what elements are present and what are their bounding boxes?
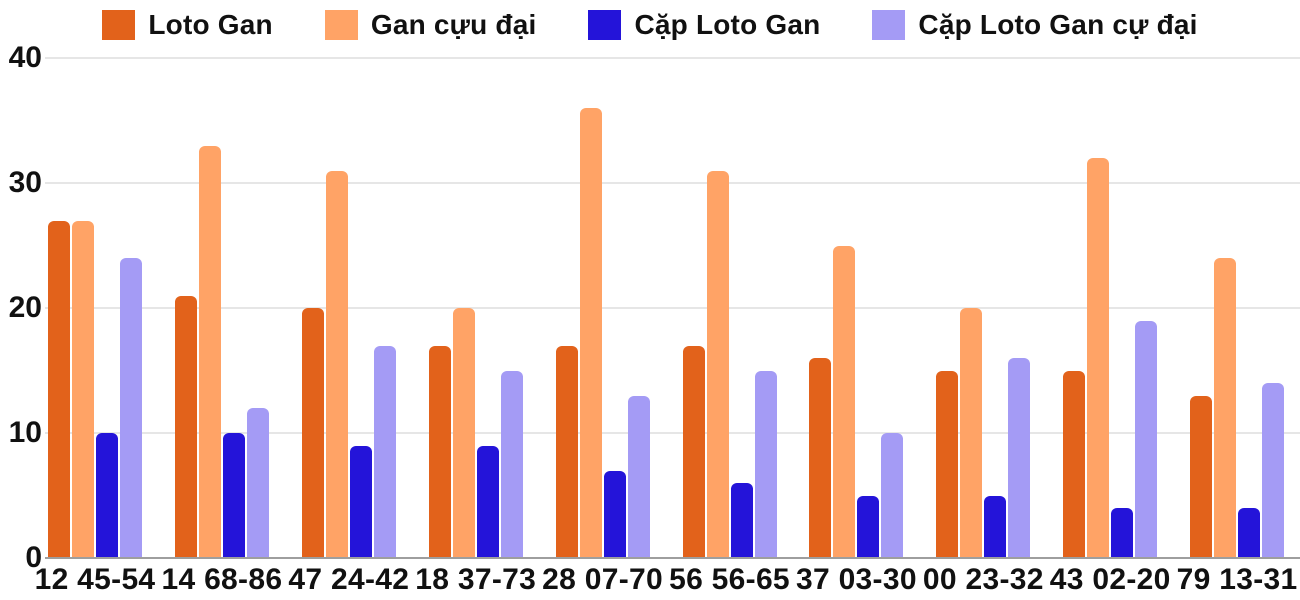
legend-swatch-icon [588,10,622,40]
x-axis-category-label: 56 56-65 [669,563,790,596]
y-axis-tick-label: 10 [8,416,42,449]
bar-series1-group6 [682,345,705,558]
bar-series2-group1 [72,220,94,558]
bar-series3-group6 [730,483,753,558]
bar-series3-group1 [96,433,118,558]
x-axis-category-label: 28 07-70 [542,563,664,596]
x-axis-category-label: 18 37-73 [415,563,537,596]
bar-series4-group6 [754,370,777,558]
bar-series1-group5 [555,345,578,558]
bar-series3-group2 [222,433,245,558]
bar-series1-group8 [936,370,959,558]
bar-series4-group1 [120,258,142,558]
bar-series4-group4 [500,370,523,558]
x-axis-category-label: 37 03-30 [795,563,917,596]
bar-series1-group2 [174,295,197,558]
legend-label: Gan cựu đại [370,9,537,40]
legend-item: Loto Gan [102,9,273,41]
bar-series1-group7 [809,358,832,558]
legend-swatch-icon [872,10,906,40]
y-axis-tick-label: 30 [8,166,42,199]
gridline [45,432,1300,434]
bar-series1-group4 [428,345,451,558]
bar-series2-group8 [960,308,983,558]
bar-series2-group9 [1087,158,1110,558]
bar-series4-group9 [1135,320,1158,558]
legend-swatch-icon [324,10,358,40]
y-axis-tick-label: 20 [8,291,42,324]
x-axis-line [45,557,1300,559]
legend-item: Cặp Loto Gan [588,9,820,41]
bar-series1-group1 [48,220,70,558]
gridline [45,57,1300,59]
chart-legend: Loto Gan Gan cựu đại Cặp Loto Gan Cặp Loto … [0,9,1300,41]
y-axis-tick-label: 0 [25,541,42,574]
bar-series2-group7 [833,245,856,558]
x-axis-category-label: 12 45-54 [34,563,156,596]
bar-series3-group5 [603,470,626,558]
bar-series2-group10 [1214,258,1237,558]
bar-series2-group4 [452,308,475,558]
gridline [45,307,1300,309]
x-axis-category-label: 47 24-42 [288,563,410,596]
bar-series4-group8 [1008,358,1031,558]
gridline [45,182,1300,184]
bar-series3-group3 [349,445,372,558]
legend-item: Cặp Loto Gan cự đại [872,9,1197,41]
legend-swatch-icon [102,10,136,40]
x-axis-category-label: 14 68-86 [161,563,283,596]
x-axis-category-label: 79 13-31 [1176,563,1298,596]
bar-series1-group3 [301,308,324,558]
x-axis-category-label: 43 02-20 [1049,563,1171,596]
y-axis-tick-label: 40 [8,41,42,74]
bar-series4-group7 [881,433,904,558]
bar-series4-group2 [246,408,269,558]
legend-label: Loto Gan [148,9,273,40]
bar-series2-group6 [706,170,729,558]
bar-series4-group3 [373,345,396,558]
bar-series1-group10 [1190,395,1213,558]
bar-series3-group8 [984,495,1007,558]
bar-series1-group9 [1063,370,1086,558]
bar-series2-group3 [325,170,348,558]
bar-series2-group2 [198,145,221,558]
bar-series2-group5 [579,108,602,558]
x-axis-category-label: 00 23-32 [922,563,1044,596]
bar-series3-group4 [476,445,499,558]
bar-series3-group7 [857,495,880,558]
legend-item: Gan cựu đại [324,9,537,41]
bar-series3-group9 [1111,508,1134,558]
legend-label: Cặp Loto Gan cự đại [918,9,1198,40]
bar-series4-group10 [1262,383,1285,558]
legend-label: Cặp Loto Gan [634,9,821,40]
bar-series3-group10 [1238,508,1261,558]
bar-series4-group5 [627,395,650,558]
